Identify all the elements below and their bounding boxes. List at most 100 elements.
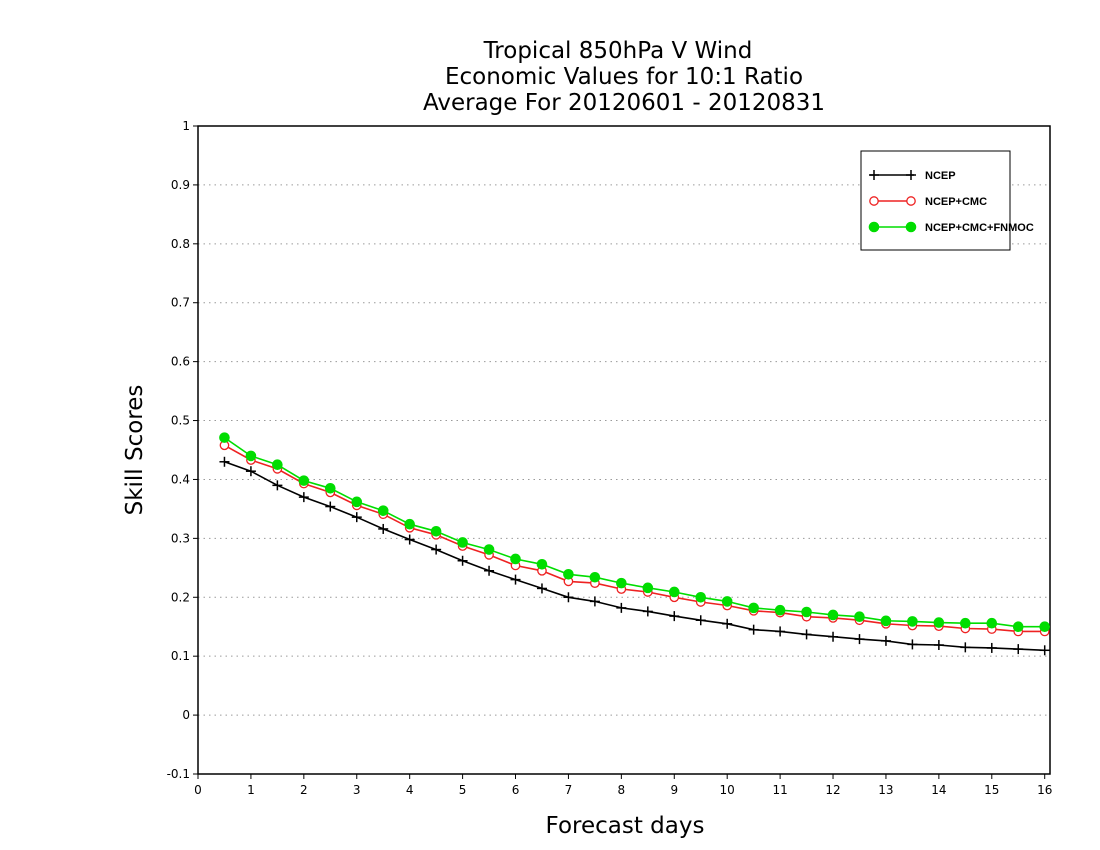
y-tick-label: 0.2	[171, 590, 190, 604]
x-tick-label: 8	[618, 783, 626, 797]
y-tick-label: -0.1	[167, 767, 190, 781]
legend-label: NCEP+CMC	[925, 196, 987, 208]
data-point	[536, 583, 547, 594]
data-point	[589, 596, 600, 607]
x-tick-label: 0	[194, 783, 202, 797]
data-point	[616, 602, 627, 613]
data-point	[722, 618, 733, 629]
x-tick-label: 4	[406, 783, 414, 797]
data-point	[748, 602, 759, 614]
data-point	[272, 459, 283, 471]
data-point	[351, 512, 362, 523]
series-ncep-cmc-fnmoc	[219, 432, 1051, 633]
data-point	[431, 544, 442, 555]
data-point	[378, 523, 389, 534]
data-point	[510, 553, 521, 565]
data-point	[563, 592, 574, 603]
x-tick-label: 14	[931, 783, 946, 797]
y-tick-label: 0.4	[171, 472, 190, 486]
data-point	[748, 624, 759, 635]
series-layer	[219, 432, 1051, 656]
data-point	[510, 574, 521, 585]
x-tick-label: 1	[247, 783, 255, 797]
x-tick-label: 16	[1037, 783, 1052, 797]
legend-label: NCEP+CMC+FNMOC	[925, 222, 1034, 234]
y-tick-label: 0	[182, 708, 190, 722]
data-point	[960, 642, 971, 653]
data-point	[536, 558, 548, 570]
x-tick-label: 15	[984, 783, 999, 797]
data-point	[986, 617, 998, 629]
x-tick-label: 11	[772, 783, 787, 797]
data-point	[377, 505, 389, 516]
data-point	[245, 466, 256, 477]
data-point	[351, 496, 363, 508]
data-point	[801, 629, 812, 640]
data-point	[325, 501, 336, 512]
data-point	[986, 642, 997, 653]
legend-label: NCEP	[925, 170, 956, 182]
data-point	[880, 615, 892, 627]
legend-marker	[906, 170, 916, 180]
data-point	[642, 606, 653, 617]
legend-item: NCEP+CMC	[869, 196, 987, 208]
grid	[198, 184, 1050, 716]
data-point	[457, 555, 468, 566]
y-tick-label: 1	[182, 119, 190, 133]
data-point	[324, 482, 336, 494]
data-point	[828, 631, 839, 642]
data-point	[775, 626, 786, 637]
data-point	[774, 604, 786, 616]
data-point	[933, 617, 945, 628]
data-point	[933, 639, 944, 650]
data-point	[695, 591, 707, 603]
series-ncep	[219, 456, 1050, 656]
x-tick-label: 13	[878, 783, 893, 797]
chart-title-line-3: Average For 20120601 - 20120831	[423, 90, 825, 116]
data-point	[272, 480, 283, 491]
y-tick-label: 0.8	[171, 237, 190, 251]
y-axis: -0.1 0 0.1 0.2 0.3 0.4 0.5 0.6 0.7 0.8 0.9 1	[167, 119, 198, 781]
data-point	[404, 534, 415, 545]
y-tick-label: 0.7	[171, 296, 190, 310]
y-tick-label: 0.5	[171, 414, 190, 428]
data-point	[589, 571, 601, 583]
chart-title-line-1: Tropical 850hPa V Wind	[483, 38, 753, 64]
x-tick-label: 6	[512, 783, 520, 797]
chart-title-line-2: Economic Values for 10:1 Ratio	[445, 64, 803, 90]
data-point	[616, 577, 627, 589]
legend-marker	[906, 196, 916, 206]
y-axis-label: Skill Scores	[122, 385, 148, 516]
chart-title: Tropical 850hPa V Wind Economic Values f…	[423, 38, 825, 116]
data-point	[721, 596, 733, 607]
data-point	[880, 635, 891, 646]
data-point	[1013, 644, 1024, 655]
y-tick-label: 0.6	[171, 355, 190, 369]
legend: NCEP NCEP+CMC NCEP+CMC+FNMOC	[860, 150, 1034, 251]
data-point	[642, 582, 654, 594]
data-point	[298, 475, 310, 486]
data-point	[960, 617, 971, 629]
x-tick-label: 7	[565, 783, 573, 797]
data-point	[827, 609, 839, 621]
data-point	[801, 606, 812, 618]
plot-area	[197, 125, 1051, 775]
x-axis-label: Forecast days	[546, 813, 705, 839]
y-tick-label: 0.3	[171, 531, 190, 545]
data-point	[854, 611, 865, 623]
data-point	[219, 456, 230, 467]
x-tick-label: 2	[300, 783, 308, 797]
x-axis: 0 1 2 3 4 5 6 7 8 9 10 11 12 13 14 15 16	[194, 774, 1052, 797]
data-point	[483, 544, 495, 555]
data-point	[907, 639, 918, 650]
data-point	[430, 525, 442, 537]
legend-marker	[869, 170, 879, 180]
legend-item: NCEP	[869, 170, 956, 182]
data-point	[457, 537, 468, 548]
legend-marker	[868, 221, 880, 233]
x-tick-label: 5	[459, 783, 467, 797]
x-tick-label: 9	[670, 783, 678, 797]
data-point	[907, 616, 918, 627]
data-point	[404, 518, 415, 530]
